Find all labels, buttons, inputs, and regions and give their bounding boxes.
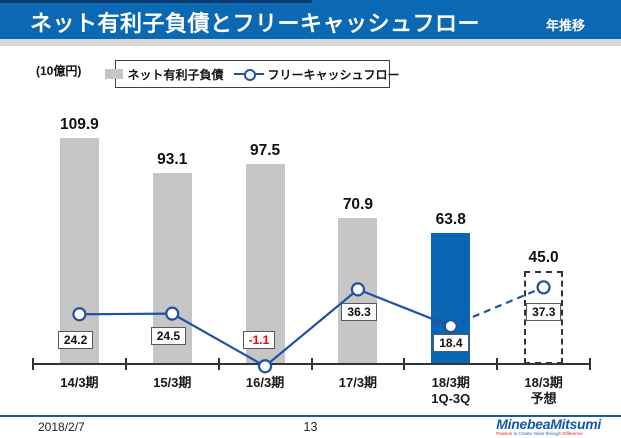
- line-value-label: 24.2: [57, 331, 94, 350]
- footer-divider: [0, 415, 621, 417]
- axis-unit-label: (10億円): [36, 64, 82, 78]
- page-title: ネット有利子負債とフリーキャッシュフロー: [30, 11, 481, 36]
- line-marker-icon: [233, 69, 264, 81]
- legend: ネット有利子負債 フリーキャッシュフロー: [105, 60, 400, 88]
- line-value-label: 37.3: [526, 303, 562, 322]
- category-label: 17/3期: [338, 375, 378, 390]
- line-value-label: 18.4: [433, 334, 469, 353]
- company-logo: MinebeaMitsumi Passion to Create Value t…: [496, 417, 601, 436]
- axis-tick: [496, 358, 499, 370]
- legend-bar-label: ネット有利子負債: [127, 67, 224, 82]
- axis-tick: [310, 358, 313, 370]
- category-label: 15/3期: [153, 375, 192, 390]
- bar-value-label: 45.0: [528, 249, 559, 267]
- line-value-label: 24.5: [150, 326, 187, 345]
- axis-tick: [32, 358, 34, 370]
- header-bar: ネット有利子負債とフリーキャッシュフロー 年推移: [0, 0, 621, 39]
- bar-swatch-icon: [105, 69, 124, 79]
- bar-value-label: 97.5: [249, 141, 281, 159]
- legend-item-line: フリーキャッシュフロー: [233, 66, 400, 83]
- axis-tick: [589, 358, 591, 370]
- logo-tagline: Passion to Create Value through Differen…: [496, 431, 583, 436]
- bar-14/3期: [59, 138, 99, 364]
- bar-value-label: 93.1: [157, 150, 188, 168]
- category-label: 14/3期: [60, 375, 99, 390]
- logo-text: MinebeaMitsumi: [496, 416, 601, 432]
- footer-date: 2018/2/7: [38, 420, 85, 434]
- axis-tick: [217, 358, 220, 370]
- line-value-label: -1.1: [242, 331, 276, 350]
- page-number: 13: [303, 420, 318, 434]
- bar-17/3期: [338, 218, 378, 364]
- bar-value-label: 70.9: [342, 196, 373, 214]
- axis-tick: [124, 358, 127, 370]
- legend-item-bars: ネット有利子負債: [105, 66, 224, 83]
- header-accent-line: [0, 0, 312, 3]
- legend-line-label: フリーキャッシュフロー: [267, 67, 400, 82]
- bar-value-label: 63.8: [435, 210, 466, 228]
- bar-value-label: 109.9: [60, 116, 99, 134]
- axis-tick: [403, 358, 406, 370]
- trend-label: 年推移: [545, 18, 585, 33]
- category-label: 16/3期: [245, 375, 285, 390]
- category-label: 18/3期 1Q-3Q: [431, 375, 471, 406]
- line-value-label: 36.3: [341, 303, 377, 322]
- header-shadow-strip: [0, 39, 621, 46]
- category-label: 18/3期 予想: [524, 375, 563, 406]
